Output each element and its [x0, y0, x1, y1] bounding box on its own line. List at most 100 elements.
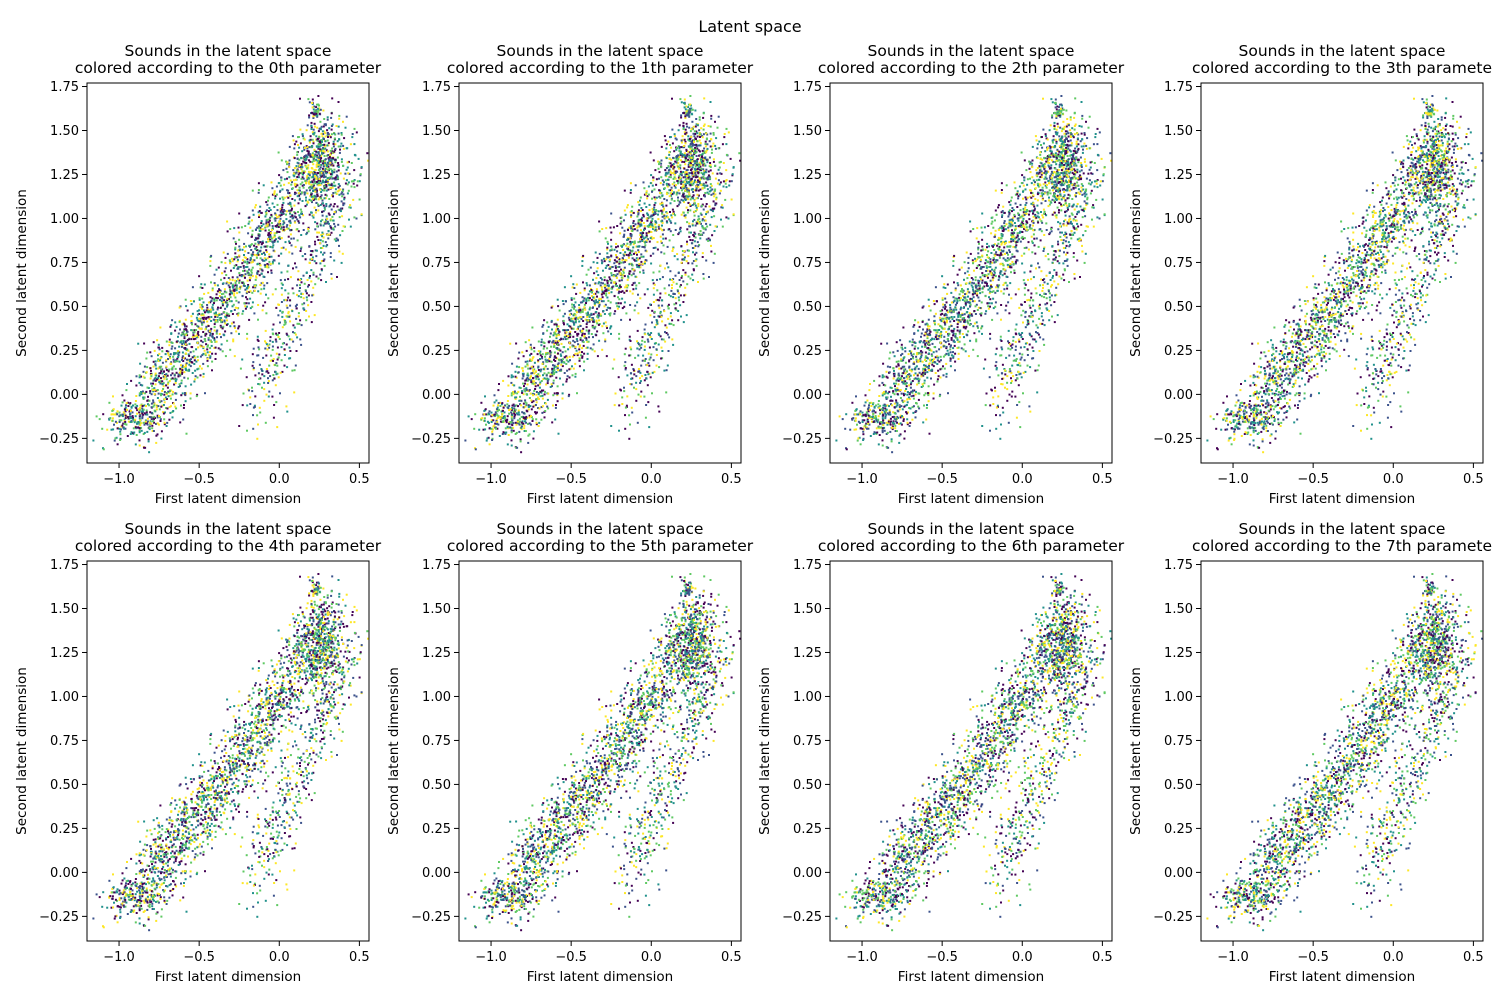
- scatter-point: [163, 391, 166, 393]
- scatter-point: [680, 116, 683, 119]
- scatter-point: [162, 404, 165, 406]
- scatter-point: [309, 275, 311, 277]
- scatter-point: [623, 275, 626, 278]
- y-tick-label: 1.75: [50, 80, 79, 95]
- scatter-point: [572, 339, 575, 342]
- scatter-point: [518, 430, 521, 433]
- scatter-point: [508, 404, 511, 407]
- scatter-point: [301, 184, 304, 187]
- scatter-point: [668, 195, 671, 198]
- scatter-point: [333, 171, 336, 174]
- scatter-point: [101, 427, 104, 430]
- scatter-point: [588, 290, 591, 293]
- scatter-point: [525, 388, 528, 391]
- scatter-point: [284, 278, 286, 281]
- scatter-point: [217, 266, 220, 269]
- scatter-point: [522, 402, 525, 405]
- scatter-point: [173, 378, 176, 381]
- scatter-point: [312, 117, 315, 119]
- scatter-point: [280, 271, 283, 274]
- scatter-point: [536, 353, 539, 356]
- scatter-point: [314, 283, 317, 286]
- scatter-point: [199, 355, 202, 358]
- scatter-point: [607, 289, 610, 292]
- scatter-point: [353, 143, 356, 146]
- scatter-point: [185, 369, 188, 371]
- scatter-point: [209, 260, 212, 263]
- scatter-point: [243, 246, 245, 249]
- scatter-point: [247, 271, 250, 274]
- scatter-point: [627, 254, 630, 257]
- scatter-point: [654, 210, 657, 213]
- scatter-point: [530, 352, 533, 355]
- scatter-point: [588, 297, 591, 300]
- scatter-point: [626, 286, 629, 289]
- scatter-point: [265, 293, 267, 296]
- scatter-point: [288, 240, 291, 243]
- scatter-point: [553, 371, 556, 374]
- scatter-point: [506, 403, 509, 406]
- scatter-point: [198, 312, 201, 315]
- scatter-point: [563, 329, 566, 332]
- scatter-point: [485, 423, 487, 426]
- scatter-point: [153, 415, 156, 418]
- scatter-point: [179, 421, 182, 424]
- scatter-point: [316, 126, 319, 129]
- scatter-point: [677, 199, 679, 202]
- scatter-point: [134, 400, 137, 402]
- scatter-point: [514, 398, 517, 400]
- scatter-point: [623, 189, 626, 192]
- scatter-point: [169, 405, 172, 408]
- scatter-point: [650, 235, 653, 238]
- scatter-point: [123, 427, 125, 430]
- scatter-point: [112, 413, 115, 416]
- scatter-point: [267, 221, 270, 224]
- scatter-point: [628, 237, 631, 240]
- scatter-point: [610, 291, 613, 294]
- scatter-point: [328, 160, 331, 163]
- scatter-point: [658, 189, 661, 192]
- scatter-point: [282, 169, 285, 172]
- scatter-point: [273, 232, 276, 235]
- scatter-point: [296, 322, 299, 325]
- scatter-point: [249, 226, 252, 229]
- scatter-point: [689, 130, 692, 133]
- scatter-point: [523, 427, 526, 430]
- scatter-point: [533, 383, 536, 386]
- scatter-point: [303, 148, 306, 151]
- scatter-point: [519, 403, 521, 406]
- scatter-point: [646, 212, 649, 215]
- scatter-point: [643, 225, 646, 228]
- scatter-point: [314, 175, 317, 177]
- scatter-point: [122, 422, 125, 425]
- scatter-point: [271, 379, 274, 382]
- scatter-point: [261, 228, 264, 231]
- scatter-point: [664, 237, 667, 240]
- scatter-point: [325, 194, 328, 197]
- scatter-point: [343, 202, 346, 205]
- scatter-point: [320, 234, 323, 236]
- scatter-point: [322, 244, 325, 247]
- scatter-point: [224, 355, 227, 358]
- scatter-point: [494, 411, 497, 414]
- scatter-point: [165, 340, 168, 343]
- scatter-point: [568, 393, 571, 396]
- scatter-point: [164, 396, 167, 399]
- scatter-point: [246, 290, 249, 293]
- scatter-point: [537, 398, 540, 400]
- scatter-point: [252, 427, 255, 430]
- scatter-point: [666, 185, 669, 188]
- scatter-point: [173, 374, 176, 377]
- scatter-point: [188, 363, 191, 366]
- scatter-point: [595, 334, 598, 337]
- scatter-point: [590, 318, 593, 321]
- scatter-point: [332, 192, 335, 194]
- scatter-point: [159, 418, 162, 421]
- scatter-point: [160, 394, 162, 397]
- scatter-point: [220, 319, 223, 322]
- scatter-point: [346, 192, 349, 195]
- scatter-point: [270, 354, 273, 357]
- scatter-point: [639, 196, 642, 199]
- scatter-point: [584, 318, 587, 321]
- scatter-point: [532, 365, 535, 368]
